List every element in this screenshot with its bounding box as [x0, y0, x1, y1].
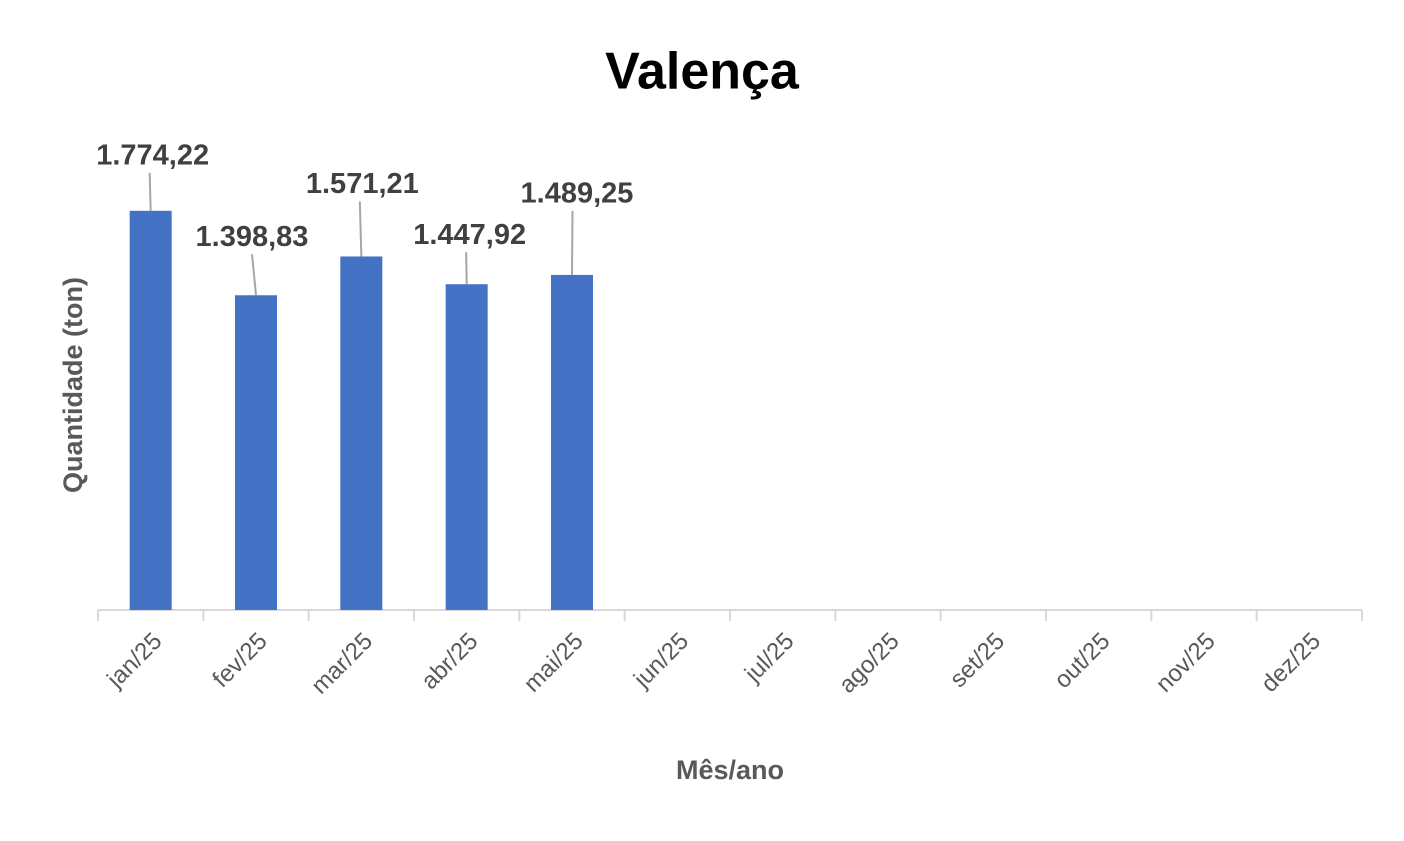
x-axis-label: Mês/ano [676, 755, 784, 785]
bar [235, 295, 277, 610]
data-label: 1.571,21 [306, 168, 419, 200]
y-axis-label: Quantidade (ton) [58, 277, 88, 493]
chart-title: Valença [605, 43, 800, 101]
bar [129, 210, 172, 610]
x-tick-label: out/25 [1049, 628, 1115, 694]
x-tick-label: abr/25 [416, 628, 483, 695]
data-label: 1.398,83 [196, 221, 309, 253]
leader-line [571, 210, 574, 275]
x-tick-label: jan/25 [101, 628, 167, 694]
leader-line [251, 254, 257, 296]
leader-line [148, 172, 152, 211]
data-label: 1.447,92 [413, 219, 526, 251]
data-label: 1.774,22 [96, 139, 209, 171]
leader-line [358, 201, 363, 257]
x-tick-label: fev/25 [207, 628, 272, 693]
x-tick-label: mar/25 [306, 628, 378, 700]
x-tick-label: dez/25 [1256, 628, 1326, 698]
x-tick-label: jul/25 [739, 628, 799, 688]
bar [551, 274, 593, 610]
bar [445, 284, 488, 610]
bar [340, 256, 383, 610]
x-tick-label: nov/25 [1151, 628, 1221, 698]
data-label: 1.489,25 [521, 178, 634, 210]
leader-line [465, 252, 468, 285]
x-tick-label: mai/25 [519, 628, 589, 698]
x-tick-label: ago/25 [834, 628, 905, 699]
x-tick-label: jun/25 [628, 628, 694, 694]
x-tick-label: set/25 [945, 628, 1010, 693]
